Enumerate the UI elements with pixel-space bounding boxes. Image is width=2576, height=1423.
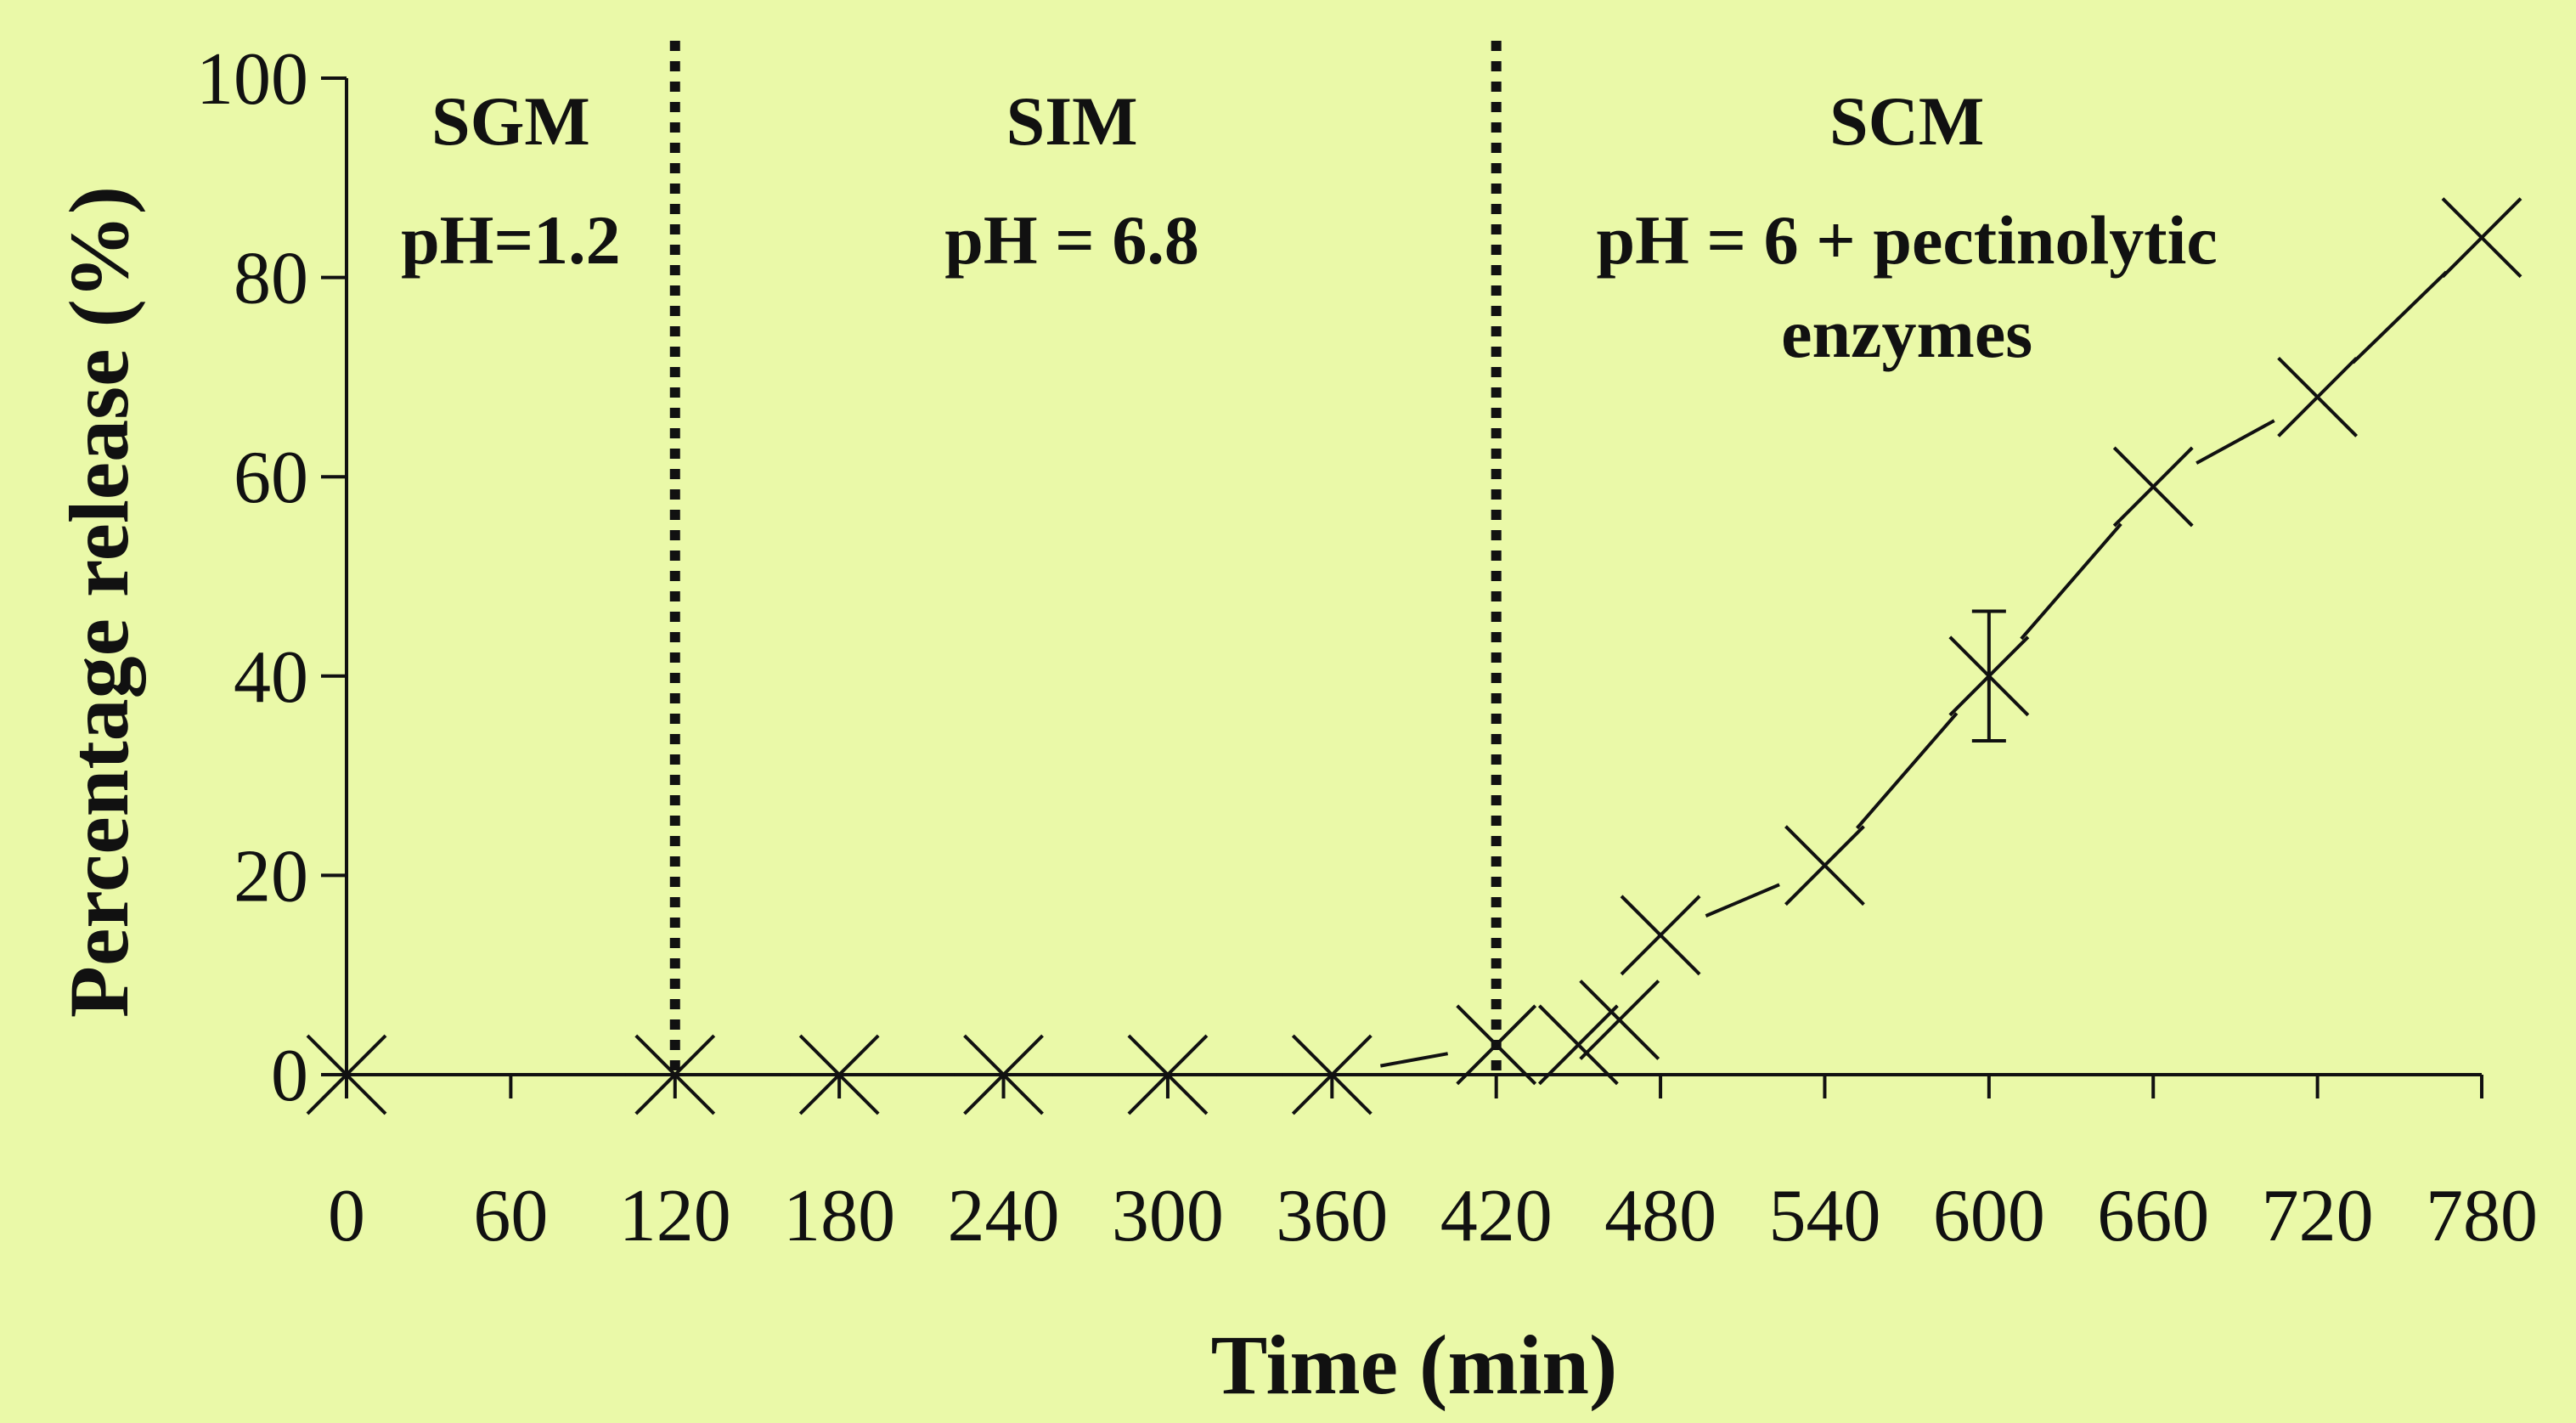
- series-line-segment: [2020, 522, 2122, 641]
- phase-label-line: SCM: [1829, 82, 1984, 160]
- x-tick-label: 720: [2262, 1175, 2374, 1257]
- x-tick-label: 540: [1768, 1175, 1880, 1257]
- data-point-marker: [2112, 446, 2194, 528]
- series-line-segment: [1855, 712, 1959, 830]
- x-axis-title: Time (min): [1211, 1318, 1618, 1412]
- data-point-marker: [1127, 1034, 1209, 1115]
- y-tick-label: 100: [196, 38, 308, 121]
- x-tick-label: 0: [328, 1175, 365, 1257]
- y-tick-label: 40: [234, 636, 308, 719]
- phase-label-line: pH=1.2: [401, 201, 621, 279]
- y-axis-title: Percentage release (%): [52, 186, 146, 1018]
- x-tick-label: 360: [1276, 1175, 1388, 1257]
- data-point-marker: [306, 1034, 387, 1115]
- phase-label-line: enzymes: [1781, 295, 2032, 372]
- data-point-marker: [634, 1034, 716, 1115]
- x-tick-label: 300: [1112, 1175, 1224, 1257]
- data-point-marker: [2441, 197, 2522, 279]
- y-tick-label: 20: [234, 835, 308, 918]
- data-point-marker: [2277, 356, 2359, 438]
- series-line-segment: [2351, 270, 2448, 364]
- series-line-segment: [1705, 883, 1780, 918]
- x-tick-label: 60: [473, 1175, 548, 1257]
- phase-labels: SGM pH=1.2 SIM pH = 6.8 SCM pH = 6 + pectinol…: [401, 82, 2218, 372]
- data-point-marker: [963, 1034, 1044, 1115]
- y-tick-label: 60: [234, 437, 308, 519]
- x-tick-label: 600: [1933, 1175, 2045, 1257]
- error-bar: [1971, 609, 2006, 743]
- x-ticks: 0 60 120 180 240 300 360 420 480 540 600 660 720 780: [328, 1075, 2538, 1257]
- phase-label-line: SIM: [1006, 82, 1138, 160]
- data-point-marker: [1291, 1034, 1373, 1115]
- series-line-segment: [1380, 1052, 1448, 1068]
- x-tick-label: 180: [783, 1175, 895, 1257]
- data-point-marker: [1784, 825, 1865, 906]
- data-series: [306, 197, 2522, 1115]
- y-tick-label: 80: [234, 238, 308, 320]
- x-tick-label: 120: [619, 1175, 731, 1257]
- series-line-segment: [2196, 419, 2275, 465]
- data-point-marker: [1579, 980, 1660, 1060]
- x-tick-label: 420: [1440, 1175, 1553, 1257]
- phase-boundaries: [669, 41, 1502, 1075]
- data-point-marker: [1620, 895, 1701, 976]
- y-ticks: 0 20 40 60 80 100: [196, 38, 347, 1117]
- phase-label-line: SGM: [431, 82, 590, 160]
- phase-label-line: pH = 6 + pectinolytic: [1597, 201, 2218, 279]
- x-tick-label: 660: [2097, 1175, 2209, 1257]
- x-tick-label: 240: [948, 1175, 1060, 1257]
- y-tick-label: 0: [271, 1035, 308, 1117]
- data-point-marker: [1537, 1004, 1619, 1086]
- data-point-marker: [1456, 1004, 1537, 1086]
- x-tick-label: 780: [2426, 1175, 2538, 1257]
- data-point-marker: [798, 1034, 880, 1115]
- x-tick-label: 480: [1604, 1175, 1716, 1257]
- plot-area: 0 20 40 60 80 100 0 60 120 180 240 300 360 420 480 540…: [196, 38, 2538, 1257]
- phase-label-line: pH = 6.8: [944, 201, 1199, 279]
